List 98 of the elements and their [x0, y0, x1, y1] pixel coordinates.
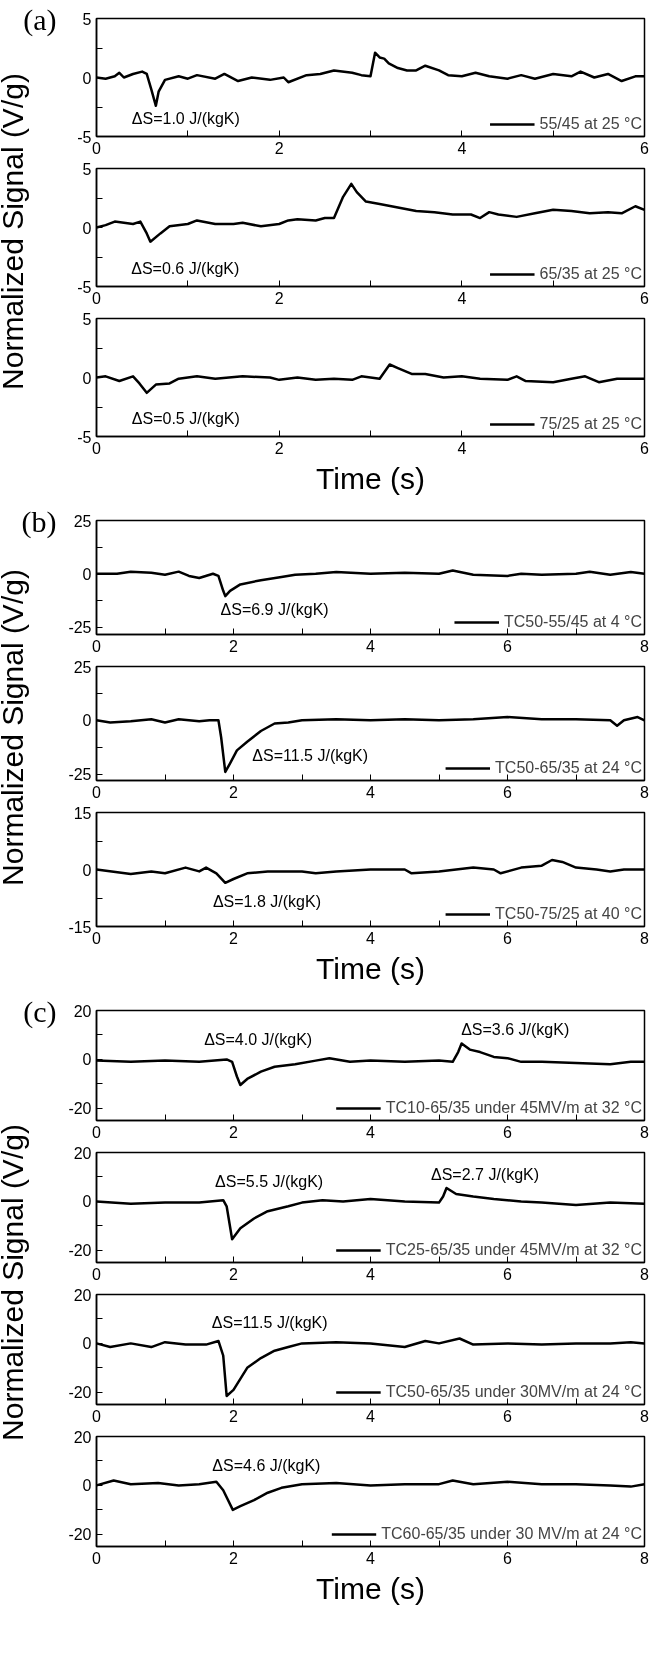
- legend-label: TC25-65/35 under 45MV/m at 32 °C: [385, 1241, 642, 1259]
- x-tick-label: 6: [503, 1123, 513, 1141]
- y-tick-label: -5: [77, 278, 92, 296]
- x-axis-title: Time (s): [316, 951, 425, 985]
- y-tick-label: 5: [82, 160, 92, 178]
- x-tick-label: 8: [640, 783, 650, 801]
- x-tick-label: 8: [640, 1265, 650, 1283]
- x-tick-label: 2: [229, 1265, 239, 1283]
- x-tick-label: 8: [640, 1123, 650, 1141]
- legend-label: TC50-75/25 at 40 °C: [495, 905, 642, 923]
- x-tick-label: 6: [640, 439, 650, 457]
- annotation: ΔS=1.0 J/(kgK): [131, 110, 240, 128]
- x-tick-label: 6: [503, 783, 513, 801]
- legend-label: TC50-55/45 at 4 °C: [503, 613, 642, 631]
- legend-label: 75/25 at 25 °C: [539, 415, 642, 433]
- x-tick-label: 6: [503, 1265, 513, 1283]
- x-tick-label: 4: [366, 637, 376, 655]
- x-tick-label: 2: [229, 1549, 239, 1567]
- y-tick-label: -15: [68, 918, 92, 936]
- y-tick-label: 0: [82, 565, 92, 583]
- annotation: ΔS=0.6 J/(kgK): [131, 260, 240, 278]
- x-tick-label: 4: [457, 439, 467, 457]
- x-tick-label: 4: [366, 1265, 376, 1283]
- y-tick-label: 0: [82, 712, 92, 730]
- x-tick-label: 8: [640, 637, 650, 655]
- y-tick-label: 5: [82, 310, 92, 328]
- text: (a): [23, 2, 57, 37]
- x-tick-label: 6: [503, 1407, 513, 1425]
- y-tick-label: 0: [82, 219, 92, 237]
- x-tick-label: 6: [503, 637, 513, 655]
- y-tick-label: -20: [68, 1242, 92, 1260]
- x-tick-label: 2: [229, 637, 239, 655]
- legend-label: 65/35 at 25 °C: [539, 265, 642, 283]
- y-tick-label: 0: [82, 1477, 92, 1495]
- annotation: ΔS=11.5 J/(kgK): [211, 1314, 328, 1332]
- legend-label: TC10-65/35 under 45MV/m at 32 °C: [385, 1099, 642, 1117]
- y-tick-label: -5: [77, 428, 92, 446]
- y-tick-label: 5: [82, 10, 92, 28]
- annotation: ΔS=2.7 J/(kgK): [431, 1165, 540, 1183]
- y-tick-label: -20: [68, 1100, 92, 1118]
- legend-label: TC50-65/35 under 30MV/m at 24 °C: [385, 1383, 642, 1401]
- x-tick-label: 8: [640, 1549, 650, 1567]
- y-tick-label: 0: [82, 1193, 92, 1211]
- y-tick-label: 0: [82, 861, 92, 879]
- x-axis-title: Time (s): [316, 1571, 425, 1605]
- x-tick-label: 2: [274, 139, 284, 157]
- y-tick-label: 20: [73, 1144, 92, 1162]
- y-tick-label: 0: [82, 1335, 92, 1353]
- x-tick-label: 2: [229, 1407, 239, 1425]
- y-axis-title: Normalized Signal (V/g): [0, 73, 29, 390]
- y-tick-label: 0: [82, 369, 92, 387]
- annotation: ΔS=4.6 J/(kgK): [212, 1456, 321, 1474]
- x-tick-label: 6: [503, 929, 513, 947]
- x-tick-label: 2: [274, 289, 284, 307]
- legend-label: 55/45 at 25 °C: [539, 115, 642, 133]
- annotation: ΔS=0.5 J/(kgK): [131, 410, 240, 428]
- legend-label: TC50-65/35 at 24 °C: [495, 759, 642, 777]
- legend-label: TC60-65/35 under 30 MV/m at 24 °C: [381, 1525, 642, 1543]
- x-tick-label: 4: [366, 1407, 376, 1425]
- y-tick-label: -25: [68, 766, 92, 784]
- annotation: ΔS=3.6 J/(kgK): [461, 1020, 570, 1038]
- x-tick-label: 4: [366, 929, 376, 947]
- x-tick-label: 4: [366, 1549, 376, 1567]
- text: (c): [23, 994, 57, 1029]
- y-tick-label: -25: [68, 619, 92, 637]
- x-tick-label: 6: [640, 139, 650, 157]
- y-tick-label: 20: [73, 1002, 92, 1020]
- x-tick-label: 6: [640, 289, 650, 307]
- y-tick-label: 20: [73, 1428, 92, 1446]
- annotation: ΔS=5.5 J/(kgK): [215, 1172, 324, 1190]
- x-tick-label: 4: [457, 289, 467, 307]
- x-tick-label: 8: [640, 1407, 650, 1425]
- y-axis-title: Normalized Signal (V/g): [0, 569, 29, 886]
- y-tick-label: 25: [73, 512, 92, 530]
- x-tick-label: 2: [229, 1123, 239, 1141]
- y-tick-label: 0: [82, 69, 92, 87]
- y-tick-label: 20: [73, 1286, 92, 1304]
- y-tick-label: -20: [68, 1526, 92, 1544]
- annotation: ΔS=11.5 J/(kgK): [252, 747, 369, 765]
- y-tick-label: -5: [77, 128, 92, 146]
- annotation: ΔS=1.8 J/(kgK): [212, 892, 321, 910]
- text: (b): [21, 504, 57, 539]
- y-tick-label: 25: [73, 658, 92, 676]
- x-tick-label: 6: [503, 1549, 513, 1567]
- x-tick-label: 4: [457, 139, 467, 157]
- x-tick-label: 8: [640, 929, 650, 947]
- x-tick-label: 2: [274, 439, 284, 457]
- y-tick-label: -20: [68, 1384, 92, 1402]
- y-tick-label: 0: [82, 1051, 92, 1069]
- x-tick-label: 2: [229, 783, 239, 801]
- y-tick-label: 15: [73, 804, 92, 822]
- y-axis-title: Normalized Signal (V/g): [0, 1124, 29, 1441]
- annotation: ΔS=4.0 J/(kgK): [204, 1030, 313, 1048]
- x-tick-label: 4: [366, 1123, 376, 1141]
- x-tick-label: 2: [229, 929, 239, 947]
- annotation: ΔS=6.9 J/(kgK): [220, 601, 329, 619]
- x-tick-label: 4: [366, 783, 376, 801]
- x-axis-title: Time (s): [316, 461, 425, 495]
